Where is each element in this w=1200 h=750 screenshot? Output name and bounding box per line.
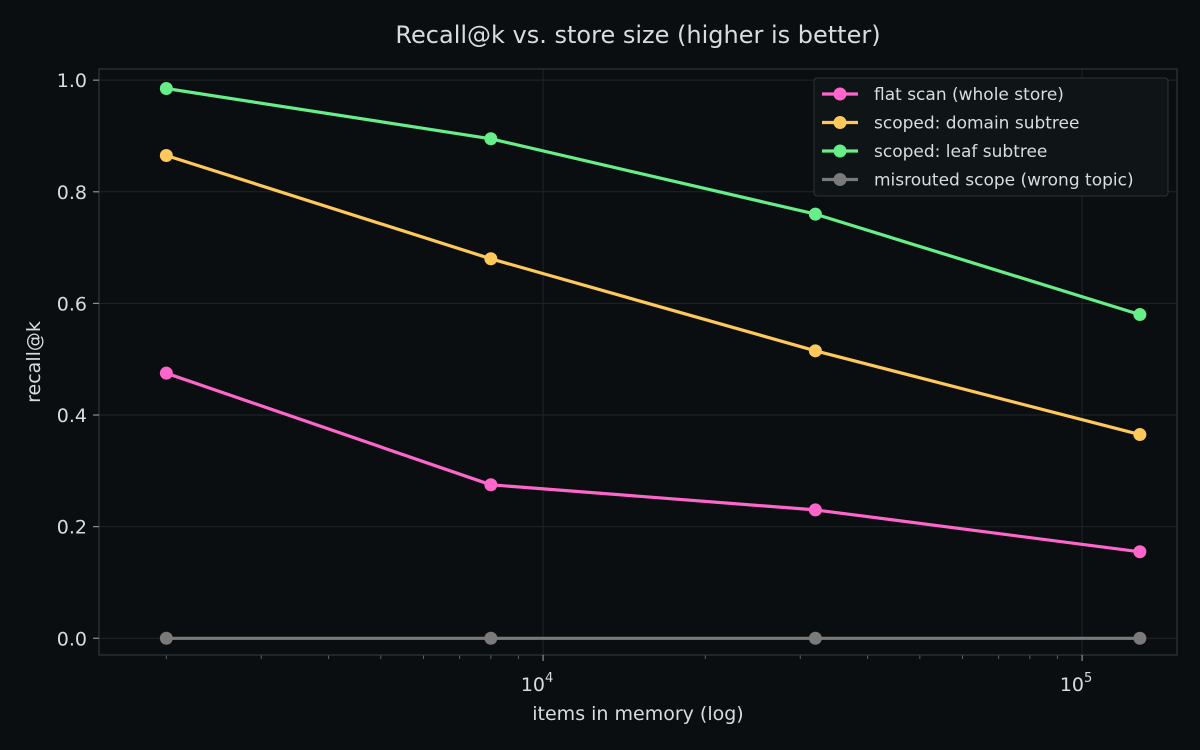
legend: flat scan (whole store) scoped: domain su… — [813, 77, 1169, 197]
series-lines — [164, 86, 1142, 640]
legend-swatch-marker — [833, 87, 847, 101]
x-tick-exponent: 4 — [545, 671, 553, 686]
x-axis-ticks: 104 105 — [521, 655, 1092, 696]
minor-ticks — [165, 655, 1058, 659]
y-tick-label: 0.2 — [57, 517, 87, 539]
data-point — [1133, 308, 1147, 322]
legend-label: scoped: leaf subtree — [874, 142, 1047, 162]
legend-label: flat scan (whole store) — [874, 85, 1064, 105]
data-point — [808, 503, 822, 517]
x-tick-base: 10 — [521, 674, 545, 696]
legend-box — [813, 77, 1169, 197]
data-point — [484, 478, 498, 492]
legend-swatch-marker — [833, 144, 847, 158]
data-point — [159, 366, 173, 380]
data-point — [484, 631, 498, 645]
data-point — [159, 82, 173, 96]
y-tick-label: 0.4 — [57, 405, 87, 427]
data-point — [808, 631, 822, 645]
data-point — [808, 207, 822, 221]
x-tick-exponent: 5 — [1084, 671, 1092, 686]
y-axis-label: recall@k — [23, 321, 45, 403]
chart-title: Recall@k vs. store size (higher is bette… — [395, 21, 880, 49]
x-tick-label: 104 — [521, 671, 553, 696]
legend-label: misrouted scope (wrong topic) — [874, 171, 1134, 191]
data-point — [1133, 428, 1147, 442]
legend-swatch-marker — [833, 116, 847, 129]
data-point — [484, 132, 498, 146]
plot-frame — [98, 68, 1178, 656]
data-point — [159, 631, 173, 645]
y-axis-ticks: 0.0 0.2 0.4 0.6 0.8 1.0 — [57, 70, 99, 650]
data-point — [1133, 545, 1147, 559]
data-point — [808, 344, 822, 358]
series-line-0 — [164, 371, 1142, 554]
legend-label: scoped: domain subtree — [874, 114, 1079, 134]
y-tick-label: 0.8 — [57, 182, 87, 204]
data-point — [1133, 631, 1147, 645]
y-tick-label: 0.6 — [57, 293, 87, 315]
y-tick-label: 1.0 — [57, 70, 87, 92]
series-line-2 — [164, 86, 1142, 317]
y-tick-label: 0.0 — [57, 628, 87, 650]
data-point — [159, 149, 173, 163]
series-line-1 — [164, 153, 1142, 437]
data-points — [159, 82, 1147, 645]
legend-swatch-marker — [833, 173, 847, 186]
data-point — [484, 252, 498, 266]
x-axis-label: items in memory (log) — [532, 703, 743, 725]
x-tick-base: 10 — [1060, 674, 1084, 696]
x-tick-label: 105 — [1060, 671, 1092, 696]
